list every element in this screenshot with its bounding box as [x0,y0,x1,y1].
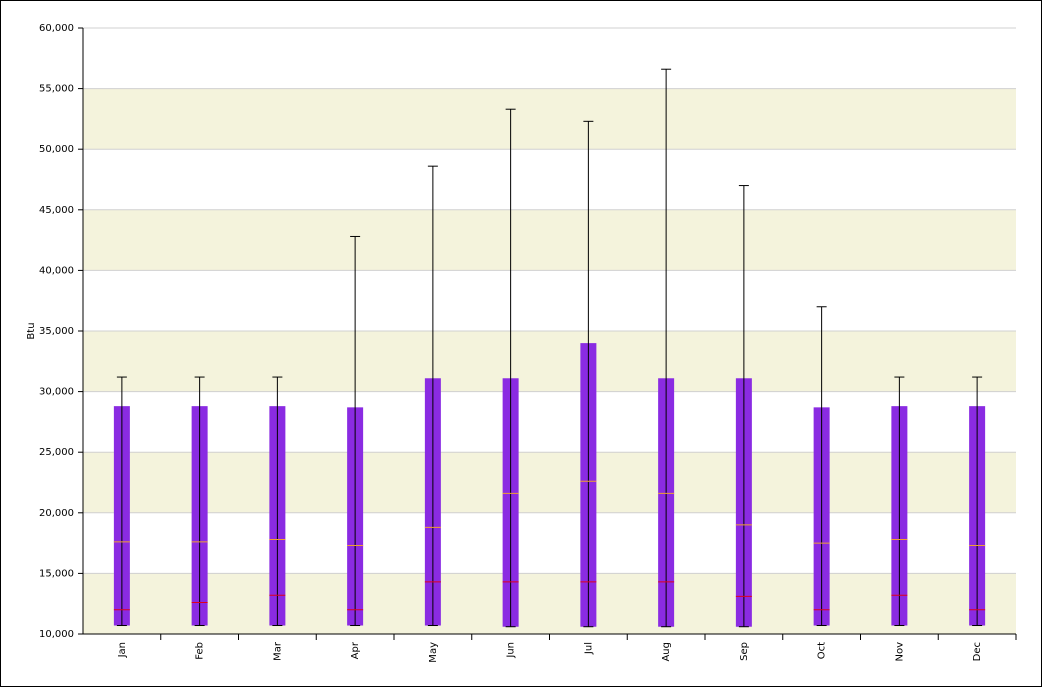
x-tick-label: Apr [350,641,361,659]
grid-band [83,209,1016,271]
x-tick-label: Sep [739,642,750,661]
y-tick-label: 20,000 [39,508,74,519]
grid-band [83,331,1016,392]
y-tick-label: 30,000 [39,387,74,398]
y-tick-label: 35,000 [39,326,74,337]
x-tick-label: Jan [117,642,128,658]
y-tick-label: 40,000 [39,265,74,276]
y-tick-label: 10,000 [39,629,74,640]
x-tick-label: Aug [661,642,672,662]
x-tick-label: Oct [817,642,828,659]
y-tick-label: 50,000 [39,144,74,155]
x-tick-label: Jun [506,642,517,659]
y-tick-label: 15,000 [39,568,74,579]
y-tick-label: 55,000 [39,84,74,95]
grid-band [83,88,1016,150]
x-tick-label: May [428,642,439,663]
grid-band [83,452,1016,513]
x-tick-label: Dec [972,642,983,661]
x-tick-label: Nov [894,642,905,662]
y-tick-label: 60,000 [39,23,74,34]
x-tick-label: Feb [195,642,206,660]
grid-band [83,573,1016,634]
y-tick-label: 45,000 [39,205,74,216]
y-tick-label: 25,000 [39,447,74,458]
x-tick-label: Mar [272,641,283,661]
x-tick-label: Jul [583,642,594,655]
y-axis-label: Btu [26,322,37,339]
